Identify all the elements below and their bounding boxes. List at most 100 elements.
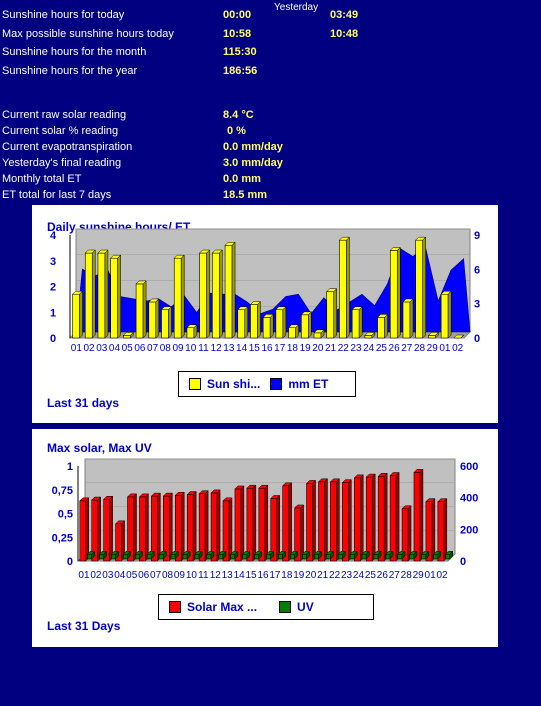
solar-max-bar-side [97, 496, 101, 562]
uv-bar [230, 553, 236, 560]
chart2-legend: Solar Max ... UV [158, 594, 374, 620]
chart2-x-tick: 09 [174, 570, 186, 581]
uv-bar-side [258, 550, 262, 560]
sunshine-bar [72, 293, 80, 339]
solar-max-bar-side [216, 489, 221, 562]
sunshine-bar [288, 327, 296, 339]
uv-bar [146, 553, 152, 560]
max-possible-label: Max possible sunshine hours today [2, 28, 174, 40]
chart1-x-tick: 02 [84, 343, 96, 354]
chart1-x-tick: 27 [401, 343, 413, 354]
uv-bar [266, 553, 271, 560]
chart2-x-tick: 23 [341, 570, 353, 581]
solar-max-bar [79, 500, 87, 562]
chart1-x-tick: 20 [312, 343, 324, 354]
solar-max-bar-side [383, 472, 388, 562]
solar-max-bar [413, 472, 421, 562]
sunshine-bar-side [244, 306, 249, 339]
et7-label: ET total for last 7 days [2, 189, 112, 201]
et-legend-label: mm ET [288, 377, 329, 391]
solar-max-bar-side [204, 490, 209, 562]
chart2-right-tick: 600 [460, 461, 478, 473]
uv-bar [194, 553, 200, 560]
solar-max-bar-side [264, 484, 269, 562]
sunshine-bar-side [79, 290, 83, 339]
solar-max-bar-side [240, 485, 245, 562]
chart2-x-tick: 07 [150, 570, 162, 581]
max-possible-today-value: 10:58 [223, 28, 252, 40]
chart2-x-tick: 20 [305, 570, 317, 581]
sunshine-bar-side [180, 254, 185, 339]
chart2-x-tick: 02 [436, 570, 448, 581]
uv-bar-side [318, 550, 322, 560]
chart1-x-tick: 18 [287, 343, 299, 354]
sunshine-bar-side [142, 280, 147, 339]
solar-max-bar-side [324, 478, 328, 562]
uv-bar [325, 553, 331, 560]
solar-max-bar [246, 487, 254, 562]
chart2-x-tick: 28 [401, 570, 413, 581]
sunshine-month-label: Sunshine hours for the month [2, 46, 147, 58]
uv-bar [373, 553, 379, 560]
uv-bar-side [186, 550, 191, 560]
uv-bar-side [413, 550, 418, 560]
solar-max-bar-side [276, 494, 280, 562]
chart2-x-tick: 29 [413, 570, 425, 581]
chart1-x-tick: 01 [71, 343, 83, 354]
chart2-x-tick: 21 [317, 570, 329, 581]
sunshine-bar [186, 327, 195, 339]
sunshine-bar-side [117, 254, 121, 339]
chart1-legend: Sun shi... mm ET [178, 371, 356, 397]
sunshine-bar [123, 335, 131, 339]
uv-bar-side [222, 550, 227, 560]
sunshine-bar [237, 309, 246, 339]
sunshine-bar-side [447, 290, 452, 339]
sunshine-bar [275, 309, 284, 339]
sunshine-bar-side [409, 298, 414, 339]
chart1-left-tick: 3 [50, 256, 56, 268]
uv-bar [302, 553, 307, 560]
sunshine-bar-side [358, 306, 363, 339]
solar-max-bar-side [360, 474, 364, 562]
uv-legend-swatch [279, 601, 292, 613]
chart1-right-tick: 9 [474, 230, 480, 242]
uv-bar [122, 553, 128, 560]
solar-max-bar-side [348, 479, 352, 562]
uv-bar-side [210, 550, 215, 560]
uv-bar-side [330, 550, 334, 560]
sunshine-bar-side [333, 288, 337, 339]
sunshine-bar [84, 252, 93, 339]
solar-legend-label: Solar Max ... [187, 600, 258, 614]
chart2-x-tick: 01 [425, 570, 437, 581]
sunshine-bar [224, 244, 233, 339]
chart2-footer: Last 31 Days [47, 619, 121, 633]
uv-bar-side [282, 550, 286, 560]
uv-bar-side [401, 550, 406, 560]
chart2-left-tick: 0 [67, 556, 73, 568]
chart1-left-tick: 0 [50, 333, 56, 345]
chart2-x-tick: 12 [210, 570, 222, 581]
chart2-left-tick: 0,5 [58, 509, 73, 521]
uv-bar [433, 553, 439, 560]
evapotranspiration-value: 0.0 mm/day [223, 141, 283, 153]
solar-max-bar-side [312, 479, 316, 562]
chart1-x-tick: 02 [452, 343, 464, 354]
et7-value: 18.5 mm [223, 189, 268, 201]
uv-bar-side [139, 550, 143, 560]
chart1-x-tick: 10 [185, 343, 197, 354]
chart1-x-tick: 08 [160, 343, 172, 354]
solar-max-bar-side [300, 504, 304, 562]
sunshine-bar [377, 317, 385, 339]
evapotranspiration-label: Current evapotranspiration [2, 141, 133, 153]
uv-bar-side [294, 550, 298, 560]
chart1-footer: Last 31 days [47, 396, 120, 410]
uv-bar-side [270, 550, 274, 560]
sunshine-bar-side [168, 306, 172, 339]
sunshine-bar-side [308, 311, 312, 339]
sunshine-bar [250, 304, 258, 339]
uv-bar [170, 553, 176, 560]
solar-uv-chart-panel: Max solar, Max UV 0 0,25 0,5 0,75 1 0 200 400 60… [32, 429, 498, 647]
